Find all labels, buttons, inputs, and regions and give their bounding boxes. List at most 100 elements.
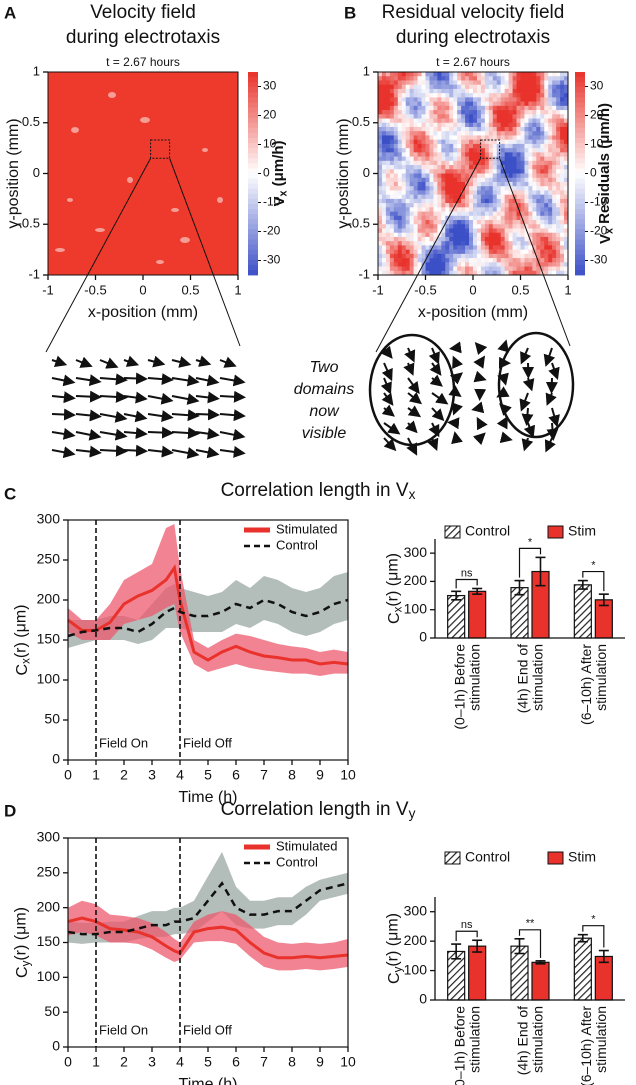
field-cell (465, 126, 470, 132)
field-cell (457, 93, 462, 98)
field-cell (536, 253, 541, 259)
field-cell (389, 198, 395, 204)
field-cell (469, 262, 474, 267)
field-cell (385, 249, 391, 255)
field-cell (552, 266, 557, 272)
inset-box (150, 139, 171, 159)
field-cell (401, 169, 407, 174)
field-cell (381, 190, 387, 195)
field-cell (449, 118, 454, 124)
y-tick-label: 200 (37, 898, 61, 914)
field-cell (445, 207, 450, 212)
field-cell (496, 80, 502, 85)
field-cell (397, 253, 403, 259)
field-cell (488, 143, 494, 149)
field-cell (385, 97, 391, 102)
field-cell (381, 186, 387, 191)
field-cell (469, 97, 474, 102)
vector-arrow (171, 447, 200, 459)
vector-arrow (407, 405, 422, 418)
field-cell (500, 80, 505, 85)
field-cell (516, 266, 521, 272)
field-cell (469, 126, 474, 132)
y-tick-label: 0 (363, 165, 370, 180)
field-cell (516, 97, 521, 102)
field-cell (405, 114, 410, 119)
field-cell (441, 194, 446, 200)
field-cell (429, 105, 434, 111)
field-cell (397, 211, 403, 217)
field-cell (520, 181, 525, 187)
colorbar-cell (248, 183, 258, 190)
field-cell (524, 131, 529, 136)
field-cell (532, 118, 537, 124)
field-cell (401, 84, 407, 90)
field-cell (457, 114, 462, 119)
field-cell (536, 118, 541, 124)
field-cell (520, 152, 525, 157)
field-cell (564, 194, 569, 200)
field-cell (393, 228, 399, 234)
colorbar-cell (248, 234, 258, 240)
field-cell (544, 93, 549, 98)
colorbar-cell (248, 203, 258, 210)
field-cell (389, 93, 395, 98)
field-cell (449, 258, 454, 263)
field-cell (397, 236, 403, 242)
field-cell (552, 173, 557, 179)
field-cell (433, 211, 438, 217)
vector-arrow (427, 437, 439, 452)
field-cell (445, 122, 450, 128)
field-cell (504, 253, 509, 259)
field-cell (429, 101, 434, 107)
field-cell (457, 105, 462, 111)
field-cell (401, 122, 407, 128)
field-cell (465, 169, 470, 174)
field-cell (536, 186, 541, 191)
field-cell (397, 84, 403, 90)
field-cell (540, 135, 545, 140)
field-cell (449, 173, 454, 179)
field-cell (532, 198, 537, 204)
field-cell (445, 177, 450, 183)
field-cell (480, 80, 486, 85)
field-cell (564, 148, 569, 153)
field-cell (484, 105, 490, 111)
field-cell (492, 101, 498, 107)
field-cell (401, 114, 407, 119)
field-cell (548, 143, 553, 149)
field-cell (544, 224, 549, 229)
field-cell (548, 118, 553, 124)
field-cell (437, 165, 442, 170)
x-tick-label: 7 (260, 1054, 268, 1070)
field-cell (461, 215, 466, 221)
field-cell (528, 139, 533, 145)
field-cell (504, 186, 509, 191)
field-cell (528, 84, 533, 90)
field-cell (532, 262, 537, 267)
field-cell (378, 177, 383, 183)
field-cell (409, 101, 414, 107)
field-cell (484, 139, 490, 145)
field-cell (449, 110, 454, 115)
field-cell (381, 262, 387, 267)
field-cell (488, 122, 494, 128)
field-cell (425, 236, 430, 242)
field-cell (413, 249, 418, 255)
field-cell (445, 253, 450, 259)
field-cell (397, 122, 403, 128)
text-part: x (603, 228, 615, 234)
field-cell (532, 177, 537, 183)
field-cell (393, 135, 399, 140)
field-cell (453, 76, 458, 81)
field-cell (488, 173, 494, 179)
field-cell (469, 105, 474, 111)
field-cell (449, 186, 454, 191)
field-cell (540, 245, 545, 250)
field-cell (385, 139, 391, 145)
field-cell (500, 249, 505, 255)
field-cell (496, 72, 502, 77)
x-tick-label: (0–1h) Before (451, 1006, 467, 1085)
field-cell (469, 236, 474, 242)
field-cell (476, 241, 482, 246)
